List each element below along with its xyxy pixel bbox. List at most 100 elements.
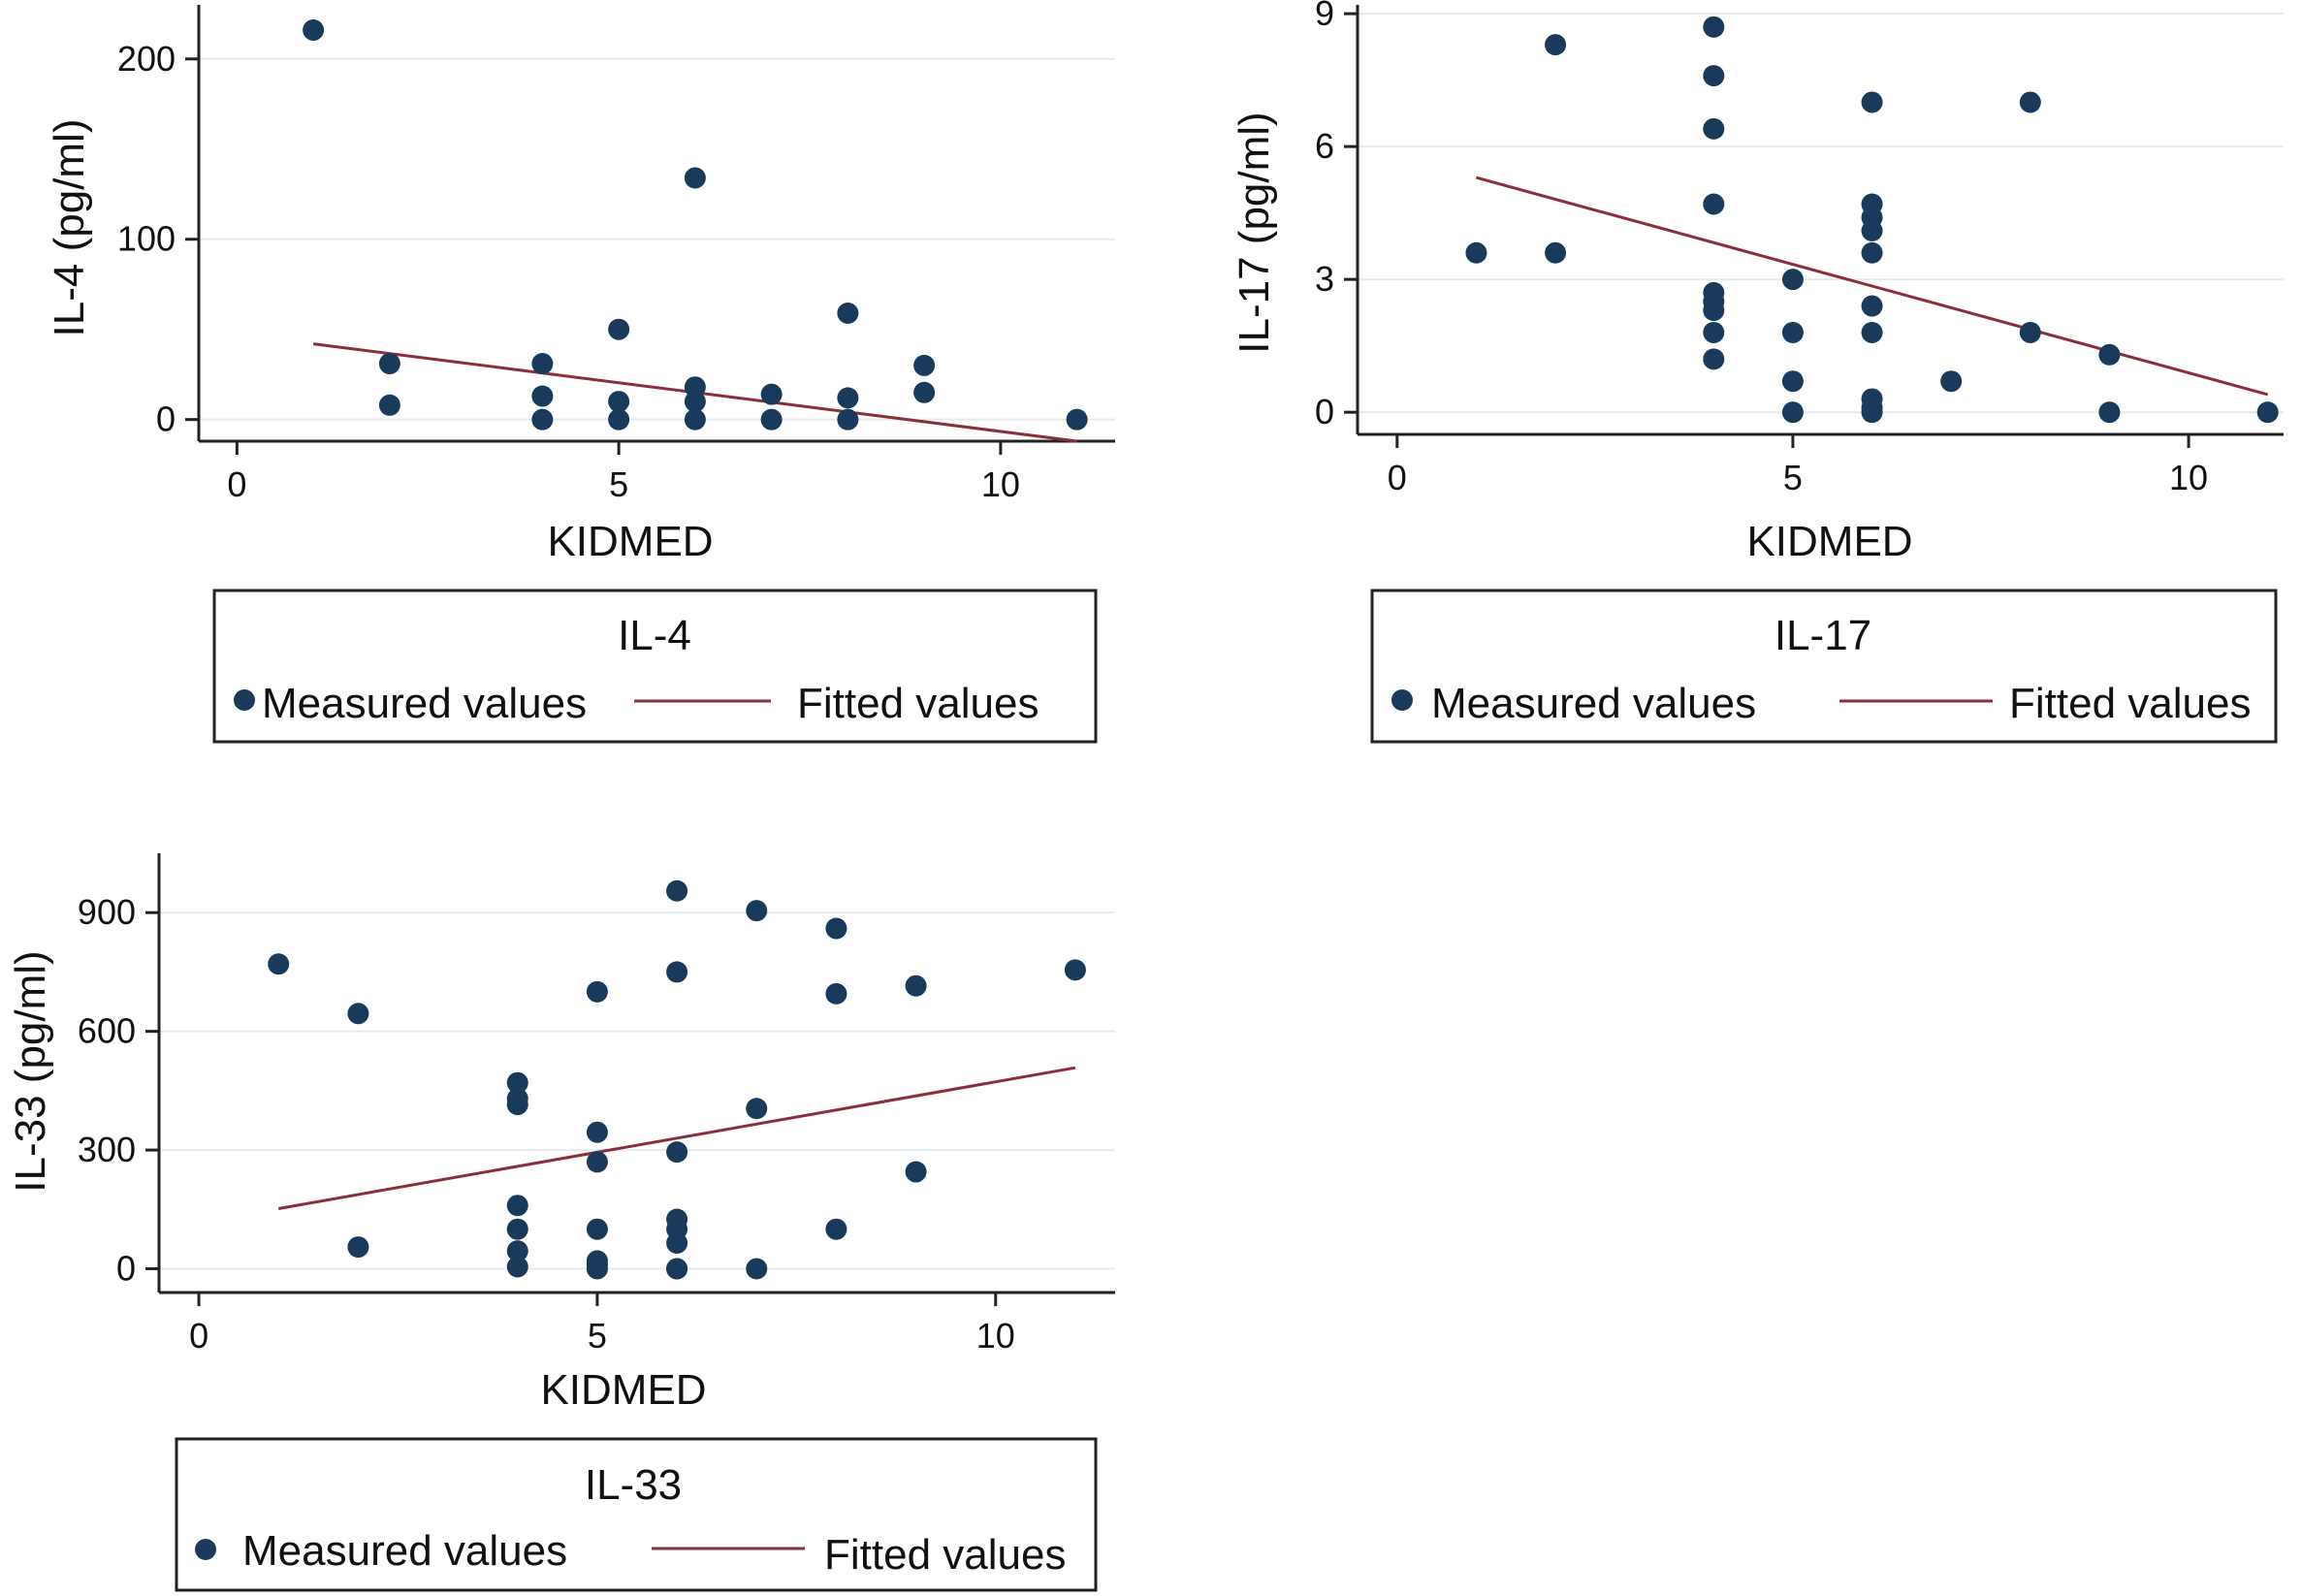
- il33-point: [825, 1218, 847, 1240]
- il4-point: [608, 318, 630, 340]
- il4-legend-measured: Measured values: [262, 680, 587, 727]
- il17-fitted-line: [1476, 176, 2269, 397]
- il33-legend-measured: Measured values: [242, 1527, 567, 1575]
- il17-point: [1781, 321, 1804, 343]
- il17-point: [1545, 34, 1567, 56]
- il33-point: [586, 1151, 608, 1173]
- il33-point: [586, 1218, 608, 1240]
- il17-x-ticks: 0 5 10: [1388, 434, 2208, 497]
- il17-point: [2019, 321, 2041, 343]
- il33-x-ticks: 0 5 10: [189, 1293, 1015, 1356]
- il17-y-tick-label-9: 9: [1315, 0, 1334, 33]
- il4-y-tick-label-100: 100: [117, 219, 176, 259]
- il33-point: [586, 1258, 608, 1280]
- il33-point: [825, 982, 847, 1005]
- il33-point: [746, 1098, 768, 1120]
- il33-point: [746, 1258, 768, 1280]
- il17-point: [2019, 91, 2041, 113]
- il17-legend-box: [1370, 589, 2278, 744]
- il17-point: [1703, 16, 1725, 38]
- il17-point: [1703, 65, 1725, 87]
- chart-il33: 0 300 600 900 0 5 10 KIDMED IL-33 (pg/ml) IL-…: [7, 853, 1115, 1592]
- il33-point: [506, 1218, 528, 1240]
- il17-legend-fitted: Fitted values: [2009, 680, 2251, 727]
- il4-point: [684, 408, 706, 431]
- il17-x-tick-label-10: 10: [2169, 458, 2208, 497]
- il17-y-tick-label-6: 6: [1315, 126, 1334, 166]
- il33-point: [347, 1003, 369, 1025]
- il33-legend-box: [175, 1437, 1098, 1592]
- chart-il4: 0 100 200 0 5 10 KIDMED IL-4 (pg/ml) IL-4 Me…: [46, 5, 1115, 744]
- il33-y-tick-label-900: 900: [78, 892, 136, 932]
- il33-point: [666, 1258, 688, 1280]
- il33-y-tick-label-300: 300: [78, 1130, 136, 1169]
- il4-point: [608, 408, 630, 431]
- il17-point: [1861, 295, 1883, 317]
- il33-point: [666, 1141, 688, 1164]
- il33-point: [506, 1256, 528, 1278]
- il17-point: [1703, 193, 1725, 215]
- il4-legend-title: IL-4: [618, 612, 691, 659]
- il33-legend-title: IL-33: [585, 1461, 682, 1509]
- il4-y-tick-label-200: 200: [117, 39, 176, 79]
- il17-point: [1861, 219, 1883, 241]
- il4-point: [303, 19, 325, 42]
- il4-x-tick-label-5: 5: [609, 464, 628, 504]
- il17-legend: IL-17 Measured values Fitted values: [1370, 589, 2278, 744]
- il17-point: [1861, 241, 1883, 264]
- il33-point: [1064, 959, 1086, 981]
- il4-point: [837, 387, 859, 409]
- il4-y-axis-title: IL-4 (pg/ml): [46, 119, 93, 337]
- il33-x-tick-label-5: 5: [588, 1316, 607, 1356]
- il4-legend-box: [212, 589, 1098, 744]
- il4-point: [608, 391, 630, 413]
- il17-x-axis-title: KIDMED: [1746, 518, 1912, 565]
- il4-legend-marker: [234, 689, 255, 711]
- il4-point: [760, 383, 783, 405]
- il4-x-ticks: 0 5 10: [227, 441, 1020, 504]
- il4-x-tick-label-10: 10: [981, 464, 1020, 504]
- il33-y-tick-label-0: 0: [116, 1249, 136, 1289]
- il33-x-tick-label-0: 0: [189, 1316, 208, 1356]
- il33-point: [666, 961, 688, 983]
- il33-points: [268, 879, 1086, 1280]
- il17-y-axis-title: IL-17 (pg/ml): [1231, 112, 1278, 353]
- il4-point: [837, 408, 859, 431]
- il17-points: [1465, 16, 2279, 424]
- il17-x-tick-label-0: 0: [1388, 458, 1407, 497]
- il4-x-axis-title: KIDMED: [547, 518, 713, 565]
- il17-y-ticks: 0 3 6 9: [1315, 0, 1358, 431]
- il17-legend-title: IL-17: [1774, 612, 1871, 659]
- il17-gridlines: [1358, 13, 2284, 414]
- il33-point: [506, 1240, 528, 1262]
- il4-point: [684, 391, 706, 413]
- il17-point: [1861, 321, 1883, 343]
- il17-point: [2256, 401, 2279, 424]
- il33-point: [347, 1236, 369, 1259]
- il33-point: [905, 974, 927, 997]
- il17-point: [1940, 370, 1963, 393]
- il33-y-axis-title: IL-33 (pg/ml): [7, 950, 54, 1192]
- il33-point: [905, 1161, 927, 1183]
- il17-point: [1781, 269, 1804, 291]
- il33-point: [666, 1231, 688, 1254]
- il17-point: [1861, 401, 1883, 424]
- il33-fit-line-group: [277, 1066, 1076, 1210]
- il33-point: [825, 917, 847, 940]
- il17-legend-measured: Measured values: [1431, 680, 1756, 727]
- il33-x-tick-label-10: 10: [976, 1316, 1015, 1356]
- il4-point: [837, 302, 859, 324]
- il33-point: [506, 1195, 528, 1217]
- il4-point: [531, 408, 554, 431]
- il33-point: [746, 900, 768, 922]
- il17-x-tick-label-5: 5: [1783, 458, 1803, 497]
- il33-point: [666, 879, 688, 902]
- il4-point: [913, 354, 936, 376]
- il4-point: [531, 385, 554, 407]
- il4-points: [303, 19, 1088, 431]
- il33-gridlines: [159, 911, 1115, 1270]
- il4-point: [1066, 408, 1088, 431]
- il33-y-tick-label-600: 600: [78, 1011, 136, 1051]
- il17-y-tick-label-0: 0: [1315, 392, 1334, 431]
